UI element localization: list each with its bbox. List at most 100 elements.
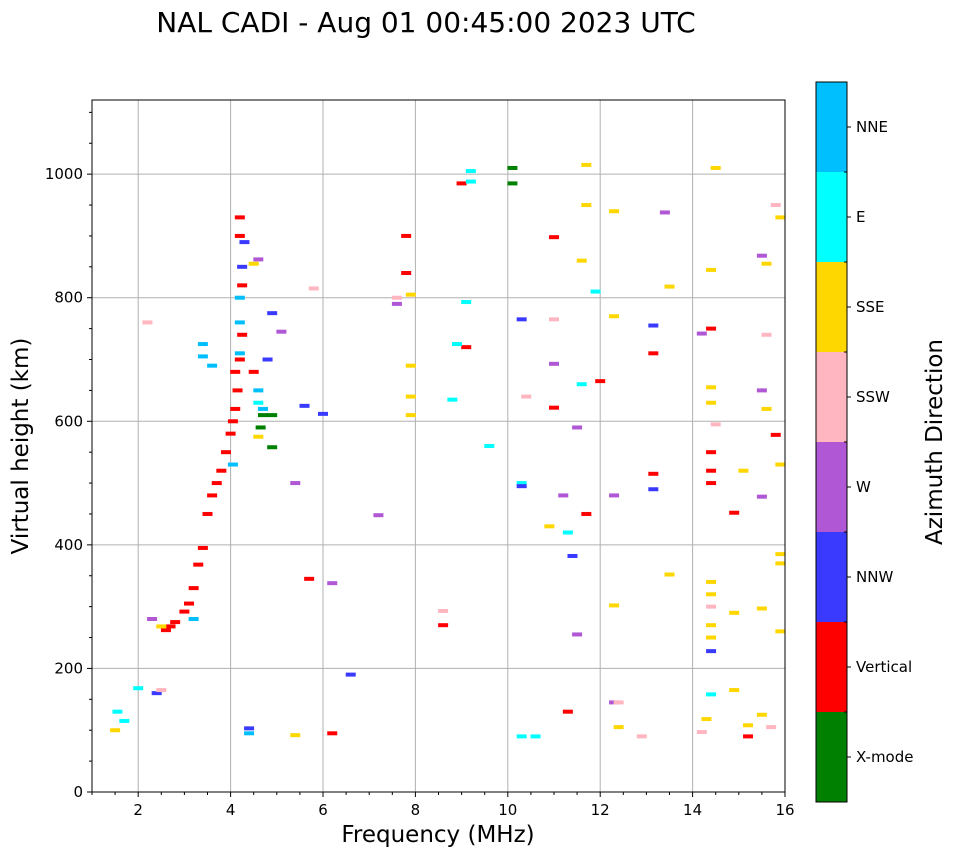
echo-point-nnw <box>516 484 527 489</box>
echo-point-sse <box>706 267 717 272</box>
echo-point-vertical <box>232 388 243 393</box>
echo-point-sse <box>664 284 675 289</box>
echo-point-ssw <box>438 608 449 613</box>
echo-point-nne <box>188 617 199 621</box>
chart-title: NAL CADI - Aug 01 00:45:00 2023 UTC <box>156 6 695 39</box>
echo-point-e <box>706 692 717 697</box>
colorbar-segment <box>816 172 847 262</box>
echo-point-vertical <box>401 233 412 238</box>
echo-point-x-mode <box>255 425 266 430</box>
data-marks <box>110 162 786 739</box>
echo-point-sse <box>405 292 416 297</box>
x-tick-label: 6 <box>318 801 328 819</box>
echo-point-vertical <box>706 326 717 331</box>
echo-point-nnw <box>262 357 273 362</box>
echo-point-sse <box>609 209 620 214</box>
echo-point-vertical <box>706 481 717 486</box>
echo-point-vertical <box>234 357 245 362</box>
echo-point-sse <box>706 592 717 597</box>
colorbar-label-ssw: SSW <box>856 388 890 406</box>
echo-point-ssw <box>613 700 624 705</box>
echo-point-vertical <box>227 419 238 424</box>
y-tick-label: 0 <box>73 783 83 801</box>
echo-point-sse <box>248 261 259 266</box>
echo-point-e <box>253 400 264 405</box>
echo-point-sse <box>253 434 264 439</box>
echo-point-sse <box>405 394 416 399</box>
echo-point-e <box>516 734 527 739</box>
echo-point-sse <box>609 314 620 319</box>
echo-point-vertical <box>237 283 248 288</box>
echo-point-e <box>133 686 144 691</box>
echo-point-sse <box>743 723 754 728</box>
echo-point-vertical <box>581 511 592 516</box>
colorbar-label-nne: NNE <box>856 118 888 136</box>
echo-point-nnw <box>648 323 659 328</box>
echo-point-e <box>447 397 458 402</box>
x-axis: 2 4 6 8 10 12 14 16 <box>91 792 795 819</box>
echo-point-nnw <box>299 403 310 408</box>
echo-point-sse <box>613 725 624 730</box>
echo-point-vertical <box>184 601 195 606</box>
echo-point-sse <box>156 624 167 629</box>
echo-point-w <box>756 388 767 393</box>
y-tick-label: 200 <box>54 659 83 677</box>
echo-point-vertical <box>401 271 412 275</box>
echo-point-vertical <box>202 511 213 516</box>
colorbar-label-sse: SSE <box>856 298 885 316</box>
echo-point-e <box>451 342 462 347</box>
echo-point-e <box>119 718 130 723</box>
x-axis-label: Frequency (MHz) <box>341 822 534 848</box>
echo-point-vertical <box>230 406 241 411</box>
echo-point-nnw <box>345 672 356 677</box>
echo-point-w <box>659 210 670 215</box>
echo-point-ssw <box>766 725 777 730</box>
echo-point-sse <box>761 261 772 266</box>
echo-point-vertical <box>562 709 573 714</box>
colorbar-segment <box>816 262 847 352</box>
x-tick-label: 10 <box>498 801 517 819</box>
y-axis: 0 200 400 600 800 1000 <box>45 111 92 801</box>
echo-point-vertical <box>327 731 338 736</box>
echo-point-vertical <box>648 351 659 356</box>
echo-point-nne <box>244 731 255 736</box>
echo-point-w <box>549 361 559 366</box>
echo-point-sse <box>701 717 712 722</box>
echo-point-nnw <box>648 487 659 492</box>
echo-point-ssw <box>636 734 647 739</box>
echo-point-sse <box>706 623 717 628</box>
echo-point-vertical <box>237 332 248 337</box>
colorbar-label-nnw: NNW <box>856 568 893 586</box>
echo-point-vertical <box>179 609 190 614</box>
echo-point-sse <box>775 462 786 467</box>
echo-point-vertical <box>170 620 181 625</box>
echo-point-vertical <box>220 450 231 455</box>
echo-point-sse <box>738 468 749 473</box>
echo-point-nnw <box>267 311 278 316</box>
echo-point-ssw <box>521 394 532 399</box>
echo-point-w <box>391 301 402 306</box>
echo-point-ssw <box>770 203 781 208</box>
echo-point-nne <box>234 351 245 356</box>
echo-point-vertical <box>165 624 176 629</box>
echo-point-sse <box>581 203 592 208</box>
echo-point-w <box>253 257 264 262</box>
echo-point-ssw <box>142 320 153 325</box>
echo-point-x-mode <box>507 181 518 186</box>
echo-point-w <box>756 253 767 258</box>
colorbar-segment <box>816 442 847 532</box>
echo-point-vertical <box>225 431 236 436</box>
colorbar-segment <box>816 82 847 172</box>
echo-point-nnw <box>244 726 255 731</box>
echo-point-vertical <box>438 623 449 628</box>
echo-point-sse <box>664 572 675 577</box>
colorbar-segment <box>816 712 847 802</box>
echo-point-sse <box>761 406 772 411</box>
echo-point-e <box>465 169 476 174</box>
echo-point-nne <box>234 295 245 300</box>
echo-point-w <box>756 494 767 499</box>
echo-point-vertical <box>211 481 222 486</box>
echo-point-sse <box>544 524 555 529</box>
echo-point-e <box>576 382 587 387</box>
